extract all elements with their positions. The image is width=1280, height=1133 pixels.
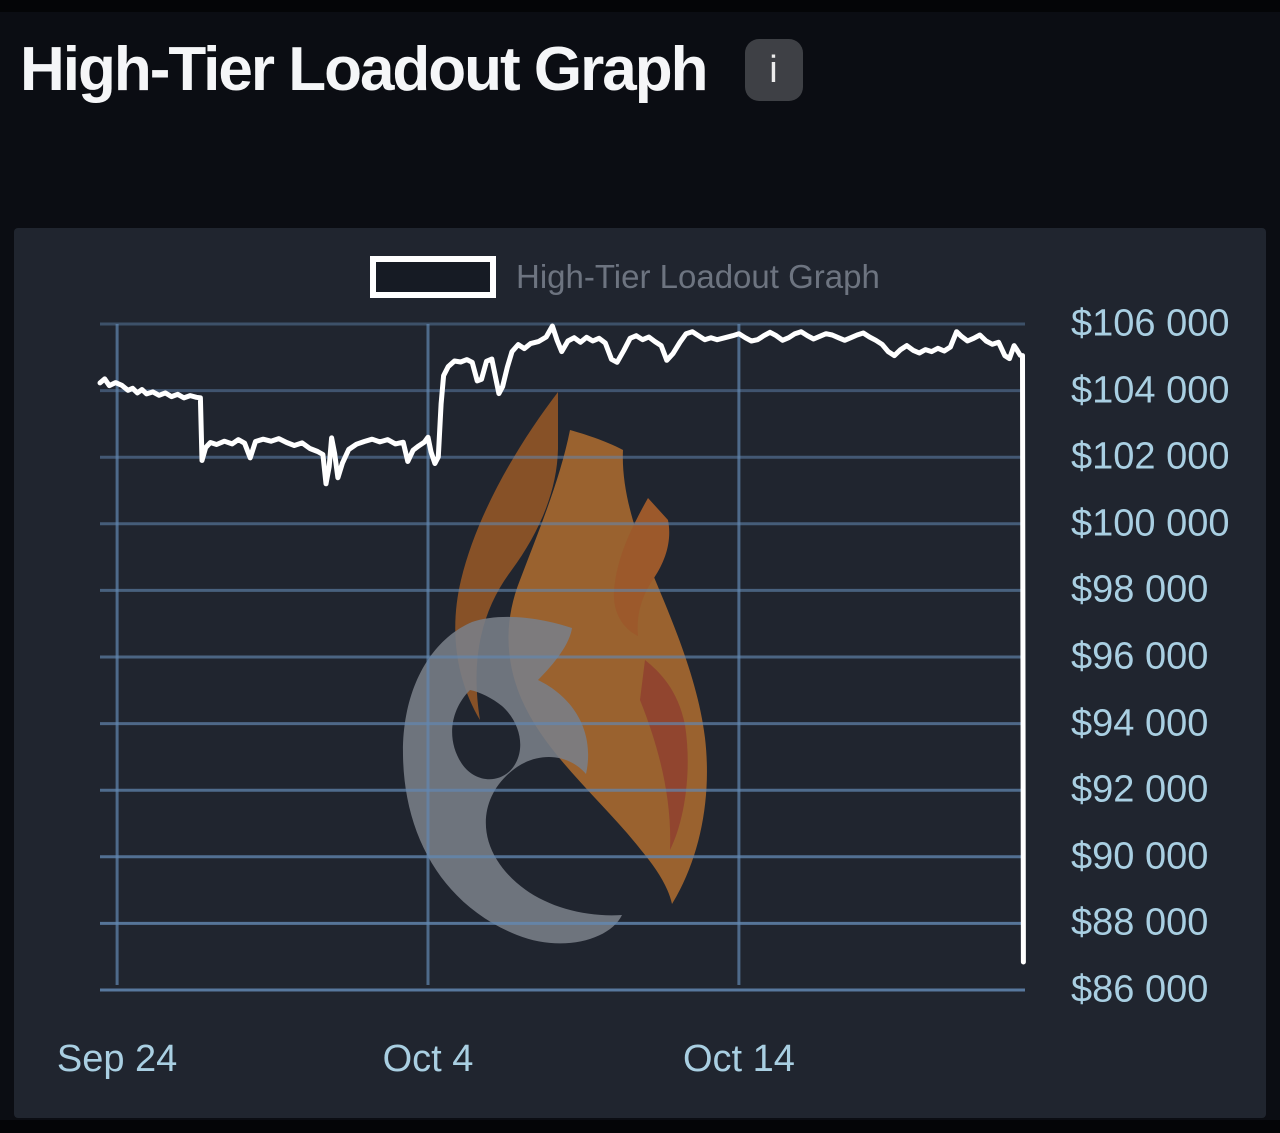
y-axis-tick-label: $106 000	[1071, 302, 1230, 345]
info-icon: i	[769, 48, 778, 91]
y-axis-tick-label: $96 000	[1071, 635, 1209, 678]
y-axis-tick-label: $104 000	[1071, 369, 1230, 412]
y-axis-tick-label: $100 000	[1071, 502, 1230, 545]
price-line	[97, 323, 1026, 965]
y-axis-tick-label: $88 000	[1071, 901, 1209, 944]
x-axis-tick-label: Sep 24	[56, 1038, 178, 1080]
flame-watermark-icon	[402, 392, 707, 944]
legend-swatch	[370, 256, 496, 298]
bottom-edge-strip	[0, 1120, 1280, 1133]
y-axis-tick-label: $98 000	[1071, 568, 1209, 611]
y-axis-tick-label: $94 000	[1071, 702, 1209, 745]
legend-label: High-Tier Loadout Graph	[516, 258, 880, 295]
top-edge-strip	[0, 0, 1280, 12]
page-title: High-Tier Loadout Graph	[20, 35, 708, 104]
header: High-Tier Loadout Graph i	[20, 35, 803, 104]
legend-item[interactable]: High-Tier Loadout Graph	[370, 256, 880, 298]
axis-labels: $106 000 $104 000 $102 000 $100 000 $98 000 $…	[14, 228, 1266, 1118]
y-axis-tick-label: $92 000	[1071, 768, 1209, 811]
y-axis-tick-label: $86 000	[1071, 968, 1209, 1011]
chart-panel: $106 000 $104 000 $102 000 $100 000 $98 000 $…	[14, 228, 1266, 1118]
x-axis-tick-label: Oct 4	[382, 1038, 474, 1080]
info-button[interactable]: i	[744, 39, 803, 102]
x-axis-tick-label: Oct 14	[682, 1038, 795, 1080]
y-axis-tick-label: $90 000	[1071, 835, 1209, 878]
y-axis-tick-label: $102 000	[1071, 435, 1230, 478]
chart-canvas	[14, 228, 1266, 1118]
